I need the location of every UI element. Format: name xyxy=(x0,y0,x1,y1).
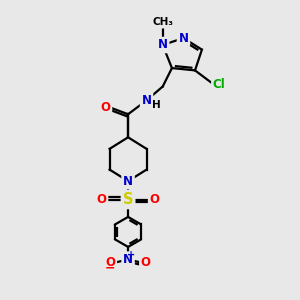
Text: N: N xyxy=(123,253,133,266)
Text: +: + xyxy=(127,250,135,260)
Text: O: O xyxy=(97,193,106,206)
Text: N: N xyxy=(142,94,152,107)
Text: N: N xyxy=(123,175,133,188)
Text: O: O xyxy=(100,101,110,114)
Text: O: O xyxy=(150,193,160,206)
Text: Cl: Cl xyxy=(213,78,226,91)
Text: O: O xyxy=(105,256,115,269)
Text: N: N xyxy=(178,32,188,45)
Text: −: − xyxy=(105,262,116,275)
Text: CH₃: CH₃ xyxy=(152,17,173,27)
Text: O: O xyxy=(141,256,151,269)
Text: N: N xyxy=(158,38,168,52)
Text: S: S xyxy=(123,192,133,207)
Text: H: H xyxy=(152,100,160,110)
